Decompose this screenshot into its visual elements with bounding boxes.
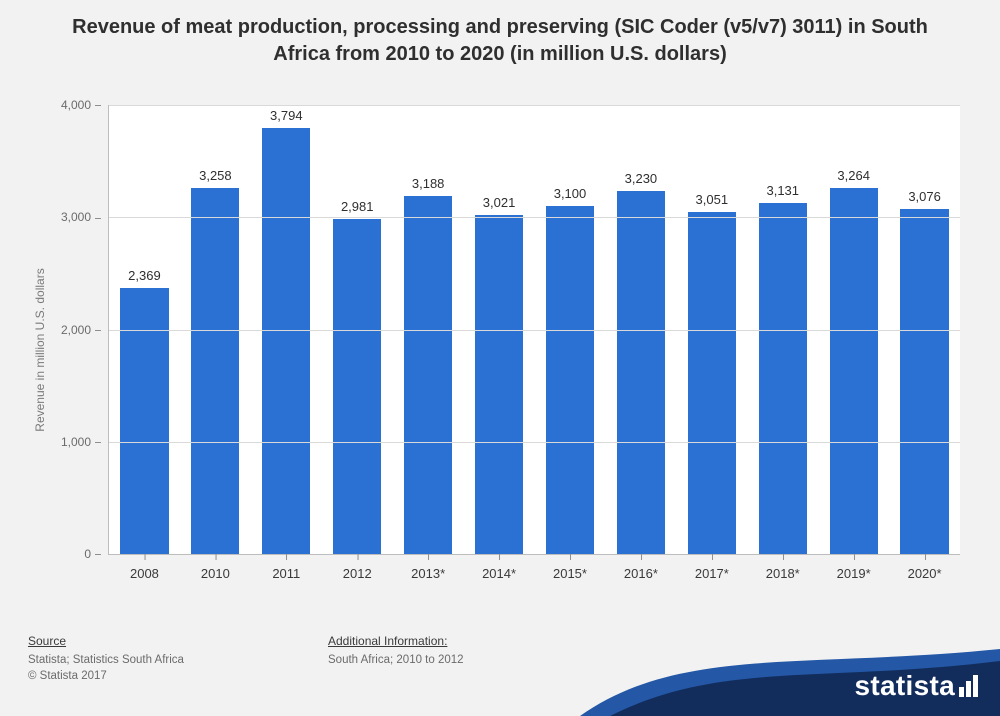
x-tick-label: 2010 [201, 554, 230, 581]
source-line: Statista; Statistics South Africa [28, 652, 184, 668]
data-bar: 3,021 [475, 215, 523, 554]
data-bar: 3,264 [830, 188, 878, 554]
data-bar: 3,076 [900, 209, 948, 554]
x-tick-label: 2017* [695, 554, 729, 581]
data-bar: 3,100 [546, 206, 594, 554]
bar-value-label: 3,264 [837, 168, 870, 188]
source-heading: Source [28, 633, 184, 650]
y-tick-label: 2,000 [61, 323, 109, 337]
plot-area: 2,36920083,25820103,79420112,98120123,18… [108, 105, 960, 555]
statista-logo: statista [855, 670, 978, 702]
gridline [109, 217, 960, 218]
x-tick-label: 2014* [482, 554, 516, 581]
bar-value-label: 3,794 [270, 108, 303, 128]
gridline [109, 442, 960, 443]
x-tick-label: 2018* [766, 554, 800, 581]
chart-title: Revenue of meat production, processing a… [0, 0, 1000, 74]
y-tick-label: 0 [84, 547, 109, 561]
data-bar: 3,051 [688, 212, 736, 554]
data-bar: 3,230 [617, 191, 665, 554]
x-tick-label: 2012 [343, 554, 372, 581]
additional-info-line: South Africa; 2010 to 2012 [328, 652, 464, 668]
y-tick-label: 4,000 [61, 98, 109, 112]
gridline [109, 330, 960, 331]
bar-value-label: 3,051 [696, 192, 729, 212]
data-bar: 3,258 [191, 188, 239, 554]
additional-info-block: Additional Information: South Africa; 20… [328, 633, 464, 668]
bar-value-label: 3,230 [625, 171, 658, 191]
x-tick-label: 2013* [411, 554, 445, 581]
bar-value-label: 3,021 [483, 195, 516, 215]
bar-value-label: 3,131 [766, 183, 799, 203]
data-bar: 3,131 [759, 203, 807, 554]
data-bar: 3,188 [404, 196, 452, 554]
y-axis-label: Revenue in million U.S. dollars [33, 268, 47, 431]
source-block: Source Statista; Statistics South Africa… [28, 633, 184, 684]
bar-value-label: 3,100 [554, 186, 587, 206]
y-tick-label: 3,000 [61, 210, 109, 224]
copyright-line: © Statista 2017 [28, 668, 184, 684]
bar-value-label: 3,258 [199, 168, 232, 188]
x-tick-label: 2019* [837, 554, 871, 581]
additional-info-heading: Additional Information: [328, 633, 464, 650]
logo-text: statista [855, 670, 955, 702]
data-bar: 2,981 [333, 219, 381, 554]
x-tick-label: 2020* [908, 554, 942, 581]
data-bar: 3,794 [262, 128, 310, 554]
x-tick-label: 2015* [553, 554, 587, 581]
x-tick-label: 2011 [272, 554, 300, 581]
bar-value-label: 3,076 [908, 189, 941, 209]
data-bar: 2,369 [120, 288, 168, 554]
x-tick-label: 2008 [130, 554, 159, 581]
footer: Source Statista; Statistics South Africa… [28, 621, 1000, 716]
bar-value-label: 3,188 [412, 176, 445, 196]
bar-value-label: 2,369 [128, 268, 161, 288]
gridline [109, 105, 960, 106]
logo-bar-icon [959, 675, 978, 697]
x-tick-label: 2016* [624, 554, 658, 581]
chart-area: Revenue in million U.S. dollars 2,369200… [40, 105, 970, 595]
y-tick-label: 1,000 [61, 435, 109, 449]
